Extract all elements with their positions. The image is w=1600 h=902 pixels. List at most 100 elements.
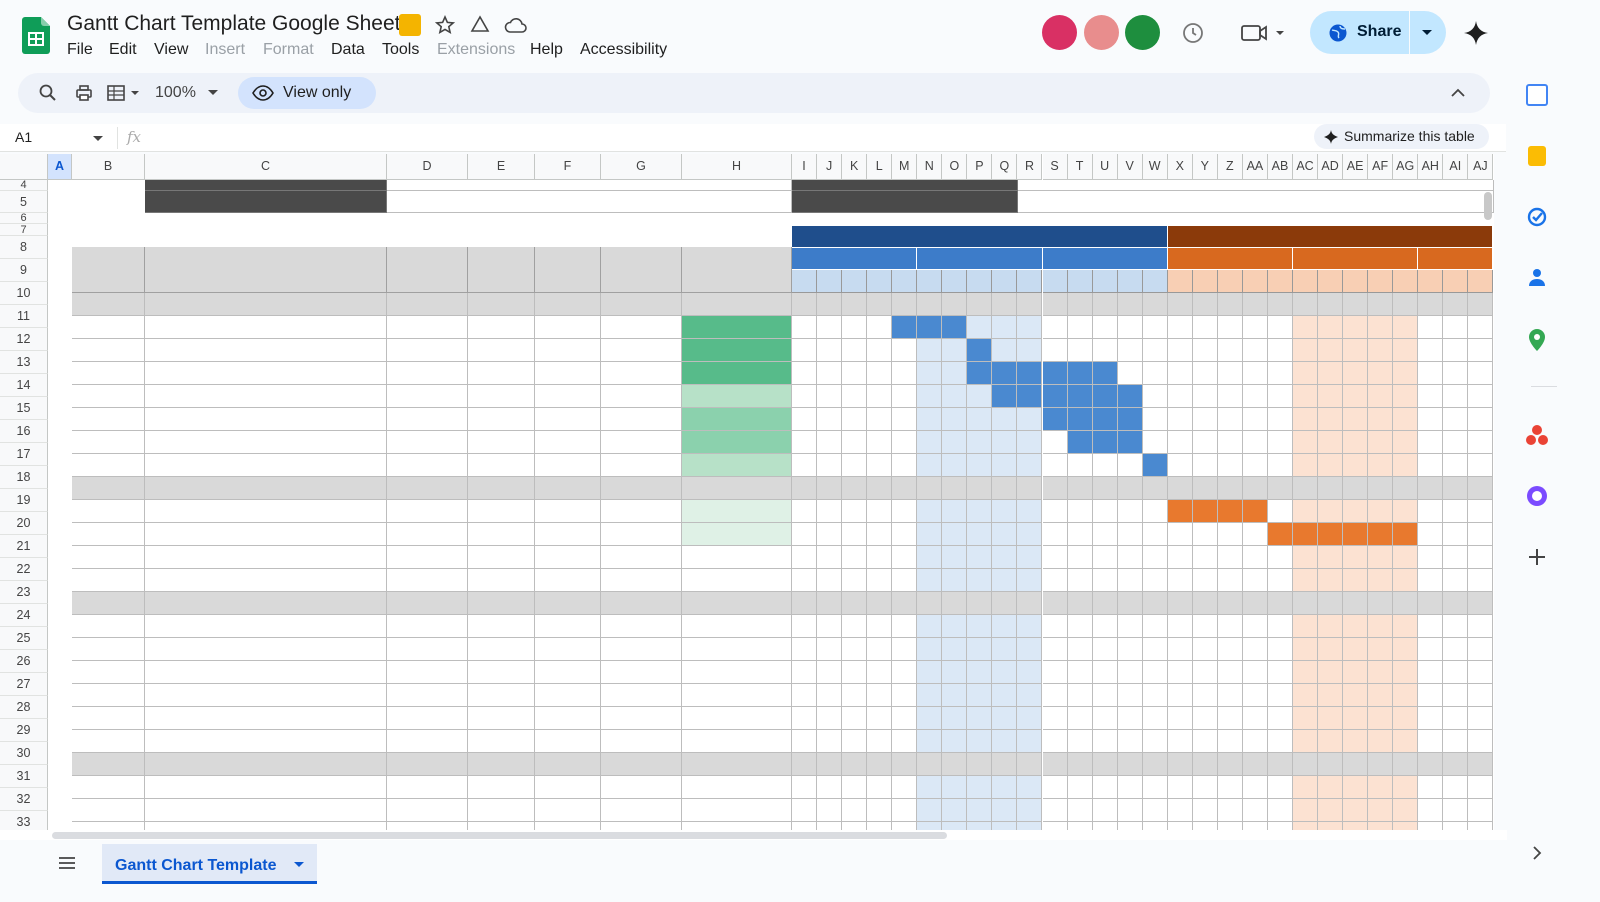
gantt-cell[interactable] (1042, 615, 1068, 638)
gantt-cell[interactable] (992, 730, 1018, 753)
gantt-cell[interactable] (1142, 661, 1168, 684)
gantt-cell[interactable] (1067, 822, 1093, 830)
gantt-cell[interactable] (1468, 293, 1494, 316)
gantt-cell[interactable] (842, 776, 868, 799)
gantt-cell[interactable] (967, 546, 993, 569)
gantt-cell[interactable] (792, 523, 818, 546)
gantt-cell[interactable] (867, 569, 893, 592)
gantt-cell[interactable] (1443, 776, 1469, 799)
task-title-cell[interactable] (145, 523, 387, 546)
gantt-cell[interactable] (1468, 592, 1494, 615)
gantt-bar-cell[interactable] (992, 385, 1018, 408)
gantt-cell[interactable] (1443, 684, 1469, 707)
wbs-cell[interactable] (72, 753, 145, 776)
task-owner-cell[interactable] (387, 592, 468, 615)
gantt-cell[interactable] (1343, 408, 1369, 431)
gantt-cell[interactable] (1067, 730, 1093, 753)
duration-cell[interactable] (601, 799, 682, 822)
gantt-cell[interactable] (1067, 799, 1093, 822)
gantt-cell[interactable] (1167, 638, 1193, 661)
gantt-cell[interactable] (942, 569, 968, 592)
gantt-cell[interactable] (1217, 661, 1243, 684)
gantt-cell[interactable] (1418, 684, 1444, 707)
gantt-cell[interactable] (1443, 753, 1469, 776)
task-title-cell[interactable] (145, 776, 387, 799)
duration-cell[interactable] (601, 638, 682, 661)
due-date-cell[interactable] (535, 592, 601, 615)
gantt-cell[interactable] (792, 592, 818, 615)
gantt-bar-cell[interactable] (1242, 500, 1268, 523)
gantt-cell[interactable] (892, 293, 918, 316)
gantt-cell[interactable] (1293, 362, 1319, 385)
gantt-cell[interactable] (1468, 408, 1494, 431)
version-history-icon[interactable] (1180, 20, 1206, 46)
gantt-cell[interactable] (1343, 638, 1369, 661)
duration-cell[interactable] (601, 822, 682, 830)
gantt-cell[interactable] (1393, 661, 1419, 684)
gantt-cell[interactable] (842, 822, 868, 830)
gantt-cell[interactable] (942, 339, 968, 362)
gantt-cell[interactable] (892, 638, 918, 661)
gantt-cell[interactable] (1293, 684, 1319, 707)
gantt-cell[interactable] (1042, 523, 1068, 546)
gantt-cell[interactable] (842, 638, 868, 661)
wbs-cell[interactable] (72, 293, 145, 316)
duration-cell[interactable] (601, 661, 682, 684)
start-date-cell[interactable] (468, 293, 535, 316)
menu-edit[interactable]: Edit (109, 41, 137, 58)
gantt-cell[interactable] (792, 776, 818, 799)
duration-cell[interactable] (601, 776, 682, 799)
gantt-cell[interactable] (1192, 730, 1218, 753)
gantt-cell[interactable] (1368, 316, 1394, 339)
gantt-cell[interactable] (917, 661, 943, 684)
gantt-cell[interactable] (1393, 707, 1419, 730)
gantt-cell[interactable] (1318, 684, 1344, 707)
gantt-cell[interactable] (1343, 316, 1369, 339)
gantt-cell[interactable] (842, 454, 868, 477)
gantt-cell[interactable] (867, 431, 893, 454)
task-owner-cell[interactable] (387, 707, 468, 730)
wbs-cell[interactable] (72, 500, 145, 523)
gantt-cell[interactable] (1293, 316, 1319, 339)
gantt-cell[interactable] (1092, 707, 1118, 730)
search-icon[interactable] (38, 83, 58, 103)
row-header[interactable]: 9 (0, 259, 48, 282)
gantt-cell[interactable] (1443, 592, 1469, 615)
menu-data[interactable]: Data (331, 41, 365, 58)
star-icon[interactable] (435, 15, 455, 35)
gantt-cell[interactable] (1092, 753, 1118, 776)
due-date-cell[interactable] (535, 822, 601, 830)
task-owner-cell[interactable] (387, 362, 468, 385)
gantt-cell[interactable] (867, 500, 893, 523)
gantt-cell[interactable] (867, 592, 893, 615)
task-owner-cell[interactable] (387, 500, 468, 523)
gantt-cell[interactable] (1418, 362, 1444, 385)
start-date-cell[interactable] (468, 592, 535, 615)
gantt-cell[interactable] (1368, 661, 1394, 684)
gantt-cell[interactable] (892, 684, 918, 707)
gantt-cell[interactable] (842, 339, 868, 362)
gantt-cell[interactable] (1092, 776, 1118, 799)
gantt-cell[interactable] (1042, 822, 1068, 830)
apps-script-icon[interactable] (399, 14, 421, 36)
gantt-cell[interactable] (1067, 477, 1093, 500)
gantt-cell[interactable] (1293, 477, 1319, 500)
gantt-cell[interactable] (1067, 592, 1093, 615)
task-title-cell[interactable] (145, 661, 387, 684)
gantt-bar-cell[interactable] (1067, 362, 1093, 385)
gantt-cell[interactable] (867, 523, 893, 546)
view-only-button[interactable]: View only (238, 77, 376, 109)
column-header[interactable]: AG (1393, 154, 1419, 180)
gantt-cell[interactable] (1267, 477, 1293, 500)
menu-insert[interactable]: Insert (205, 41, 246, 58)
gantt-cell[interactable] (942, 523, 968, 546)
pct-complete-cell[interactable] (682, 293, 792, 316)
row-header[interactable]: 15 (0, 397, 48, 420)
task-title-cell[interactable] (145, 822, 387, 830)
gantt-cell[interactable] (992, 638, 1018, 661)
task-title-cell[interactable] (145, 385, 387, 408)
gantt-cell[interactable] (1343, 707, 1369, 730)
gantt-cell[interactable] (1393, 454, 1419, 477)
zoom-value[interactable]: 100% (155, 84, 196, 101)
task-owner-cell[interactable] (387, 408, 468, 431)
